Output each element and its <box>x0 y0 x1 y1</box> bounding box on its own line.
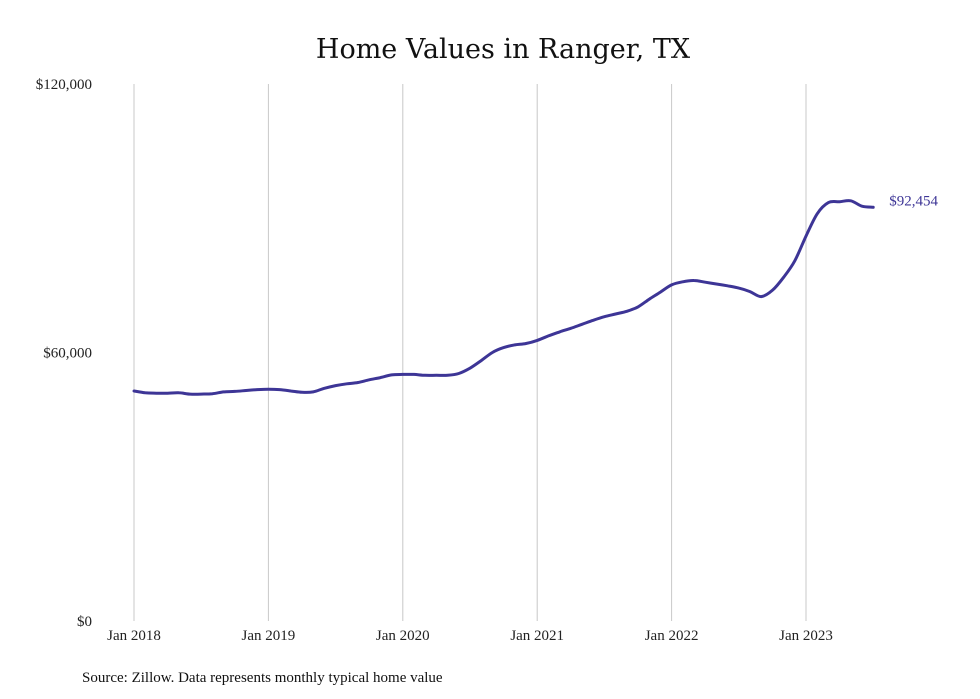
x-tick-label: Jan 2021 <box>510 628 564 644</box>
source-note: Source: Zillow. Data represents monthly … <box>82 670 443 686</box>
x-tick-label: Jan 2022 <box>645 628 699 644</box>
latest-value-label: $92,454 <box>889 193 938 209</box>
x-tick-label: Jan 2020 <box>376 628 430 644</box>
x-tick-label: Jan 2019 <box>242 628 296 644</box>
y-tick-label: $60,000 <box>43 346 92 362</box>
x-tick-label: Jan 2023 <box>779 628 833 644</box>
x-tick-label: Jan 2018 <box>107 628 161 644</box>
home-value-series-line <box>132 199 875 396</box>
chart-title: Home Values in Ranger, TX <box>316 34 691 65</box>
y-tick-label: $120,000 <box>36 77 92 93</box>
y-axis-tick-labels: $0 $60,000 $120,000 <box>36 77 92 630</box>
y-tick-label: $0 <box>77 614 92 630</box>
x-axis-tick-labels: Jan 2018 Jan 2019 Jan 2020 Jan 2021 Jan 2022… <box>107 628 833 644</box>
vertical-gridlines <box>133 84 807 621</box>
